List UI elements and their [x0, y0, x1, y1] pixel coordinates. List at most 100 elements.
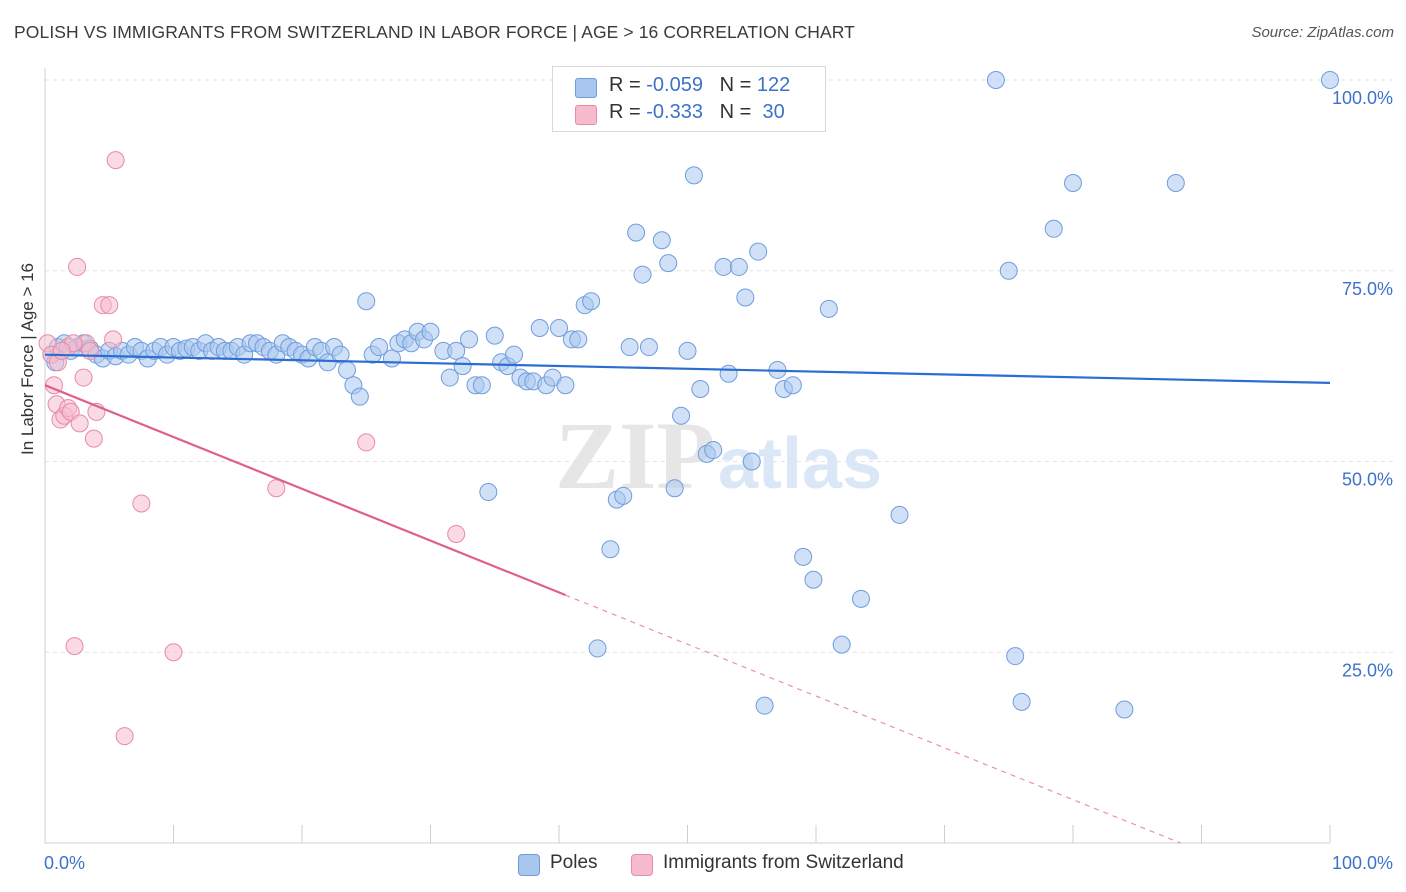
swiss-point: [100, 296, 119, 315]
y-tick-label: 25.0%: [1342, 660, 1393, 680]
x-tick-label: 100.0%: [1332, 853, 1393, 873]
poles-trend-line: [44, 353, 1331, 385]
n-label: N =: [719, 101, 752, 123]
series-legend: Poles Immigrants from Switzerland: [0, 852, 1406, 878]
poles-point: [421, 322, 440, 341]
watermark-atlas: atlas: [718, 424, 882, 504]
swiss-point: [115, 727, 134, 746]
y-axis-label: In Labor Force | Age > 16: [18, 262, 37, 455]
y-tick-label: 100.0%: [1332, 88, 1393, 108]
swiss-point: [447, 524, 466, 543]
swiss-legend-swatch: [631, 854, 653, 876]
swiss-point: [267, 479, 286, 498]
poles-point: [601, 540, 620, 559]
poles-point: [1012, 692, 1031, 711]
poles-point: [1115, 700, 1134, 719]
n-label: N =: [719, 74, 752, 96]
poles-point: [704, 441, 723, 460]
poles-point: [678, 341, 697, 360]
poles-point: [652, 231, 671, 250]
swiss-point: [357, 433, 376, 452]
poles-point: [851, 589, 870, 608]
watermark: ZIP atlas: [555, 402, 882, 509]
swiss-point: [52, 341, 71, 360]
poles-point: [627, 223, 646, 242]
poles-point: [620, 338, 639, 357]
poles-point: [485, 326, 504, 345]
poles-point: [440, 368, 459, 387]
poles-point: [729, 257, 748, 276]
poles-point: [794, 547, 813, 566]
poles-point: [350, 387, 369, 406]
n-value: 30: [762, 101, 785, 123]
poles-point: [999, 261, 1018, 280]
poles-point: [665, 479, 684, 498]
poles-point: [550, 318, 568, 337]
axes: [44, 68, 1331, 844]
poles-point: [382, 349, 401, 368]
y-tick-labels: 25.0% 50.0% 75.0% 100.0%: [1332, 88, 1393, 680]
swiss-point: [70, 414, 89, 433]
poles-swatch: [575, 78, 597, 98]
poles-point: [714, 257, 733, 276]
chart-title: POLISH VS IMMIGRANTS FROM SWITZERLAND IN…: [14, 22, 855, 42]
poles-legend-label: Poles: [550, 852, 598, 873]
swiss-point: [74, 368, 93, 387]
r-label: R =: [609, 74, 641, 96]
swiss-point: [84, 429, 103, 448]
poles-point: [1044, 219, 1063, 238]
poles-point: [460, 330, 479, 349]
poles-point: [684, 166, 703, 185]
x-tick-labels: 0.0% 100.0%: [44, 853, 1393, 873]
poles-point: [453, 357, 472, 376]
swiss-point: [132, 494, 151, 513]
poles-point: [804, 570, 823, 589]
poles-point: [749, 242, 768, 261]
r-value: -0.333: [646, 101, 703, 123]
poles-point: [472, 376, 491, 395]
poles-point: [783, 376, 802, 395]
swiss-point: [104, 330, 123, 349]
poles-point: [986, 71, 1005, 89]
swiss-swatch: [575, 105, 597, 125]
poles-point: [755, 696, 774, 715]
swiss-point: [106, 151, 125, 170]
stats-legend: R = -0.059 N = 122 R = -0.333 N = 30: [552, 66, 826, 132]
poles-point: [890, 505, 909, 524]
n-value: 122: [756, 74, 791, 96]
poles-point: [505, 345, 524, 364]
poles-point: [569, 330, 588, 349]
trend-lines: [44, 353, 1331, 844]
poles-point: [588, 639, 607, 658]
source-label: Source: ZipAtlas.com: [1251, 24, 1394, 41]
swiss-trend-line: [44, 384, 566, 597]
poles-point: [633, 265, 652, 284]
swiss-point: [68, 257, 87, 276]
poles-point: [719, 364, 738, 383]
poles-point: [639, 338, 658, 357]
watermark-zip: ZIP: [555, 402, 715, 509]
poles-point: [1064, 174, 1082, 193]
x-tick-label: 0.0%: [44, 853, 85, 873]
poles-point: [447, 341, 466, 360]
poles-point: [582, 292, 601, 311]
r-value: -0.059: [646, 74, 703, 96]
poles-point: [357, 292, 376, 311]
poles-legend-swatch: [518, 854, 540, 876]
poles-point: [556, 376, 575, 395]
poles-point: [370, 338, 389, 357]
poles-point: [1166, 174, 1185, 193]
swiss-point: [164, 643, 183, 662]
swiss-legend-label: Immigrants from Switzerland: [663, 852, 904, 873]
poles-point: [331, 345, 350, 364]
poles-point: [1006, 647, 1025, 666]
r-label: R =: [609, 101, 641, 123]
swiss-point: [65, 637, 84, 656]
poles-point: [530, 318, 549, 337]
poles-point: [736, 288, 755, 307]
poles-point: [1321, 71, 1339, 89]
gridlines: [45, 79, 1395, 653]
poles-point: [832, 635, 851, 654]
y-tick-label: 75.0%: [1342, 279, 1393, 299]
